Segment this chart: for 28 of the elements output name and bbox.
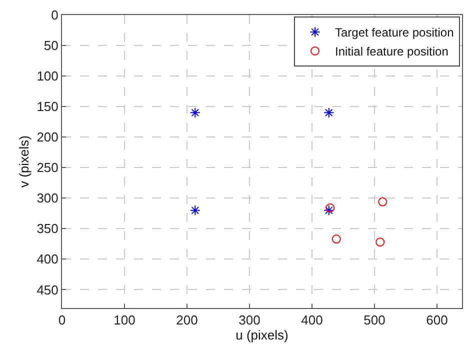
y-tick-label: 450 <box>36 282 58 298</box>
y-axis-title: v (pixels) <box>16 135 32 188</box>
point <box>326 203 335 212</box>
point <box>378 197 388 206</box>
point <box>332 234 341 244</box>
legend-label: Initial feature position <box>335 44 448 59</box>
point <box>324 205 334 216</box>
point <box>190 205 200 216</box>
x-tick-label: 100 <box>114 312 136 328</box>
point <box>324 107 334 118</box>
y-tick-label: 300 <box>36 190 58 206</box>
x-tick-label: 600 <box>426 312 448 328</box>
x-tick-label: 400 <box>301 312 323 328</box>
y-tick-label: 0 <box>51 8 58 23</box>
y-tick-label: 100 <box>36 68 58 84</box>
point <box>376 238 385 247</box>
point <box>190 107 200 118</box>
y-tick-label: 50 <box>44 38 58 54</box>
x-tick-label: 300 <box>238 312 260 328</box>
x-tick-label: 200 <box>176 312 198 328</box>
x-axis-title: u (pixels) <box>236 328 288 343</box>
y-tick-label: 150 <box>36 99 58 114</box>
legend-label: Target feature position <box>335 26 454 40</box>
x-tick-label: 500 <box>364 312 386 328</box>
y-tick-label: 350 <box>36 221 58 236</box>
y-tick-label: 400 <box>36 252 58 267</box>
y-tick-label: 200 <box>36 130 58 145</box>
y-tick-label: 250 <box>36 160 58 176</box>
